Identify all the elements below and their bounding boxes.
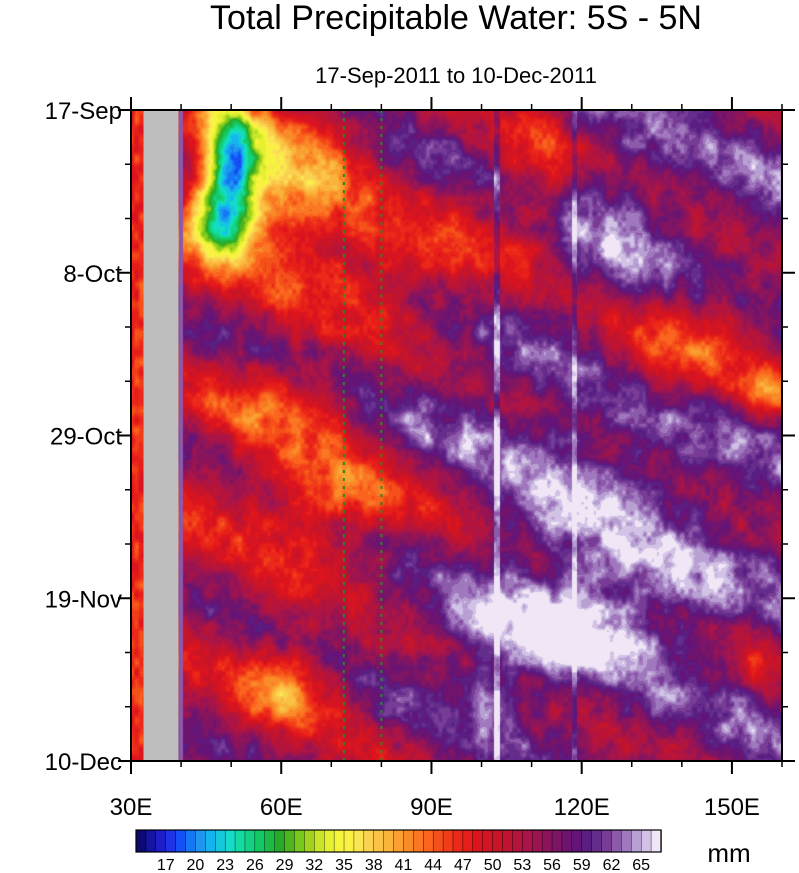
colorbar-cell	[621, 829, 632, 853]
y-tick-label: 17-Sep	[45, 98, 122, 125]
colorbar-tick-label: 62	[603, 857, 621, 873]
precipitable-water-field	[131, 110, 782, 761]
colorbar-tick-label: 41	[395, 857, 413, 873]
colorbar-cell	[591, 829, 603, 853]
colorbar-cell	[650, 829, 662, 853]
colorbar-tick-label: 44	[424, 857, 442, 873]
y-tick-label: 10-Dec	[45, 749, 122, 776]
colorbar-tick-label: 23	[216, 857, 234, 873]
colorbar-tick-label: 56	[543, 857, 561, 873]
colorbar-cell	[244, 829, 256, 853]
colorbar-cell	[452, 829, 464, 853]
colorbar-cell	[522, 829, 533, 853]
colorbar-tick-label: 26	[246, 857, 264, 873]
y-tick-label: 29-Oct	[50, 424, 122, 451]
colorbar-cell	[353, 829, 365, 853]
colorbar-cell	[561, 829, 573, 853]
colorbar-cell	[413, 829, 424, 853]
colorbar-tick-label: 20	[187, 857, 205, 873]
chart-title: Total Precipitable Water: 5S - 5N	[210, 0, 702, 37]
colorbar-cell	[195, 829, 207, 853]
colorbar-cell	[541, 829, 553, 853]
colorbar-cell	[393, 829, 405, 853]
colorbar-cell	[581, 829, 593, 853]
colorbar-cell	[343, 829, 355, 853]
colorbar-cell	[611, 829, 623, 853]
colorbar-tick-label: 47	[454, 857, 472, 873]
colorbar-cell	[571, 829, 583, 853]
colorbar-tick-label: 35	[335, 857, 353, 873]
colorbar-cell	[423, 829, 434, 853]
colorbar-cell	[472, 829, 484, 853]
missing-data-band	[143, 110, 179, 761]
colorbar-cell	[551, 829, 563, 853]
colorbar-cell	[492, 829, 504, 853]
x-tick-label: 30E	[110, 794, 153, 821]
colorbar-cell	[631, 829, 642, 853]
colorbar-cell	[304, 829, 316, 853]
x-tick-label: 150E	[704, 794, 760, 821]
x-tick-label: 120E	[554, 794, 610, 821]
y-tick-label: 19-Nov	[45, 586, 122, 613]
colorbar-cell	[254, 829, 266, 853]
colorbar-cell	[324, 829, 335, 853]
colorbar-cell	[462, 829, 474, 853]
colorbar-cell	[155, 829, 167, 853]
colorbar-cell	[135, 829, 147, 853]
x-tick-label: 60E	[260, 794, 303, 821]
y-tick-label: 8-Oct	[63, 261, 122, 288]
colorbar-tick-label: 17	[157, 857, 175, 873]
colorbar-cell	[314, 829, 325, 853]
colorbar-cell	[224, 829, 236, 853]
colorbar-cell	[640, 829, 652, 853]
colorbar-cell	[264, 829, 276, 853]
colorbar-units: mm	[707, 838, 750, 868]
colorbar-tick-label: 59	[573, 857, 591, 873]
colorbar-cell	[215, 829, 226, 853]
colorbar-cell	[284, 829, 296, 853]
x-tick-label: 90E	[410, 794, 453, 821]
colorbar-cell	[373, 829, 385, 853]
plot-area	[130, 109, 783, 762]
colorbar-cell	[532, 829, 543, 853]
colorbar-cell	[294, 829, 306, 853]
colorbar-cell	[333, 829, 345, 853]
colorbar-cell	[442, 829, 454, 853]
colorbar-cell	[502, 829, 514, 853]
colorbar-cell	[403, 829, 415, 853]
colorbar-cell	[601, 829, 613, 853]
colorbar-cell	[185, 829, 197, 853]
colorbar-cell	[383, 829, 395, 853]
colorbar-cell	[165, 829, 177, 853]
x-axis: 30E 60E 90E 120E 150E	[110, 97, 783, 821]
colorbar-tick-label: 32	[305, 857, 323, 873]
colorbar-cell	[234, 829, 246, 853]
colorbar-tick-label: 38	[365, 857, 383, 873]
colorbar-cell	[205, 829, 216, 853]
chart-subtitle: 17-Sep-2011 to 10-Dec-2011	[315, 63, 597, 88]
y-axis: 17-Sep 8-Oct 29-Oct 19-Nov 10-Dec	[45, 98, 795, 776]
colorbar-cell	[432, 829, 444, 853]
colorbar-tick-label: 50	[484, 857, 502, 873]
colorbar-cell	[145, 829, 157, 853]
colorbar-cell	[512, 829, 524, 853]
colorbar-cell	[175, 829, 187, 853]
colorbar-cell	[274, 829, 286, 853]
colorbar: 17 20 23 26 29 32 35 38 41 44 47 50 53 56 59 62 65 mm	[135, 829, 751, 873]
colorbar-cell	[363, 829, 375, 853]
colorbar-tick-label: 29	[276, 857, 294, 873]
colorbar-tick-label: 65	[632, 857, 650, 873]
colorbar-frame	[135, 829, 662, 853]
colorbar-cell	[482, 829, 494, 853]
colorbar-tick-label: 53	[513, 857, 531, 873]
